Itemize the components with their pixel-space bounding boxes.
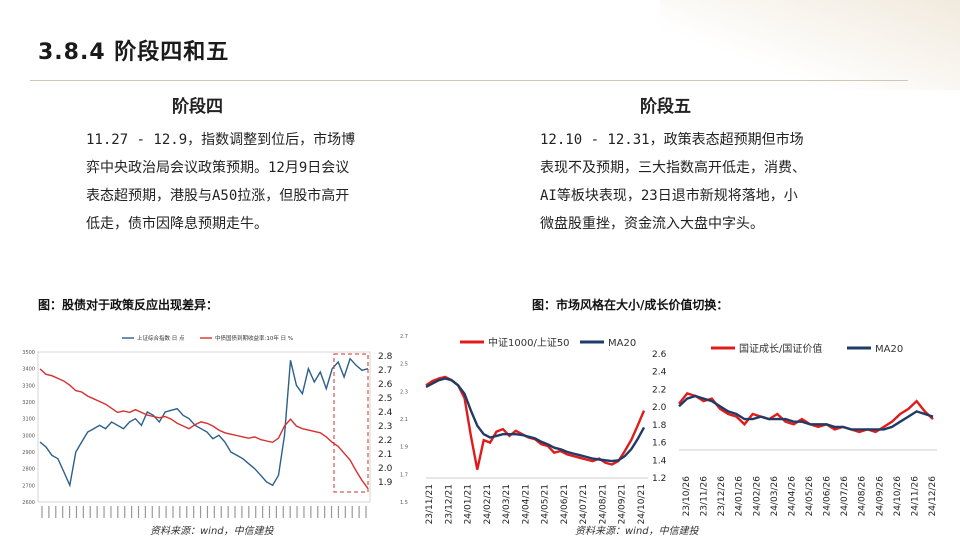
size-style-chart: 中证1000/上证50 MA20 2.6 2.4 2.2 2.0 1.8 1.6 1.4 1.2 2… [425, 336, 667, 524]
x-tick-label: 24/09/21 [618, 484, 628, 524]
legend-label: 上证综合指数 日 点 [137, 334, 185, 342]
x-tick-label: 24/02/26 [752, 476, 762, 517]
x-tick-label: 24/07/21 [579, 484, 589, 524]
x-tick-label: 24/03/21 [502, 484, 512, 524]
stage4-heading: 阶段四 [172, 97, 223, 117]
x-tick-label: 24/06/26 [823, 476, 833, 517]
series-line-ma20 [425, 377, 646, 463]
title-divider [30, 80, 908, 81]
growth-value-chart: 国证成长/国证价值MA200.80.70.60.523/10/2623/11/2… [678, 342, 938, 517]
highlight-box [333, 353, 369, 493]
y-right-tick-label: 1.9 [378, 478, 393, 488]
x-tick-label: 23/12/26 [717, 476, 727, 517]
x-tick-label: 24/03/26 [770, 476, 780, 517]
x-tick-label: 24/02/21 [483, 484, 493, 524]
series-line-ma20 [678, 394, 934, 431]
plot-frame [37, 351, 371, 503]
y-right-outer-tick-label: 2.1 [400, 417, 408, 423]
x-tick-label: 23/11/26 [700, 476, 710, 517]
x-tick-label: 24/12/26 [928, 476, 938, 517]
y-left-tick-label: 3400 [22, 367, 35, 373]
x-tick-label: 23/12/21 [444, 484, 454, 524]
y-tick-label: 2.6 [652, 350, 667, 360]
legend-label: 国证成长/国证价值 [739, 342, 822, 355]
figure1-caption: 图：股债对于政策反应出现差异： [38, 298, 219, 312]
y-right-tick-label: 2.8 [378, 352, 393, 362]
y-right-outer-tick-label: 1.7 [400, 472, 408, 478]
stock-bond-chart: 3500 3400 3300 3200 3100 3000 2900 2800 2700 2600… [22, 334, 408, 518]
y-left-tick-label: 3100 [22, 417, 35, 423]
y-right-tick-label: 2.4 [378, 408, 393, 418]
y-left-tick-label: 3200 [22, 400, 35, 406]
legend-label: 中债国债到期收益率:10年 日 % [215, 334, 293, 342]
series-line-ratio [425, 375, 646, 470]
y-left-tick-label: 2700 [22, 483, 35, 489]
x-tick-label: 24/11/26 [910, 476, 920, 517]
x-tick-label: 24/07/26 [840, 476, 850, 517]
y-right-tick-label: 2.2 [378, 436, 392, 446]
y-left-tick-label: 2800 [22, 467, 35, 473]
x-tick-label: 24/10/26 [893, 476, 903, 517]
x-tick-label: 24/08/21 [598, 484, 608, 524]
legend-label: 中证1000/上证50 [488, 336, 570, 349]
y-right-outer-tick-label: 1.5 [400, 500, 408, 506]
y-right-tick-label: 2.7 [378, 366, 392, 376]
y-tick-label: 2.0 [652, 403, 667, 413]
stage5-heading: 阶段五 [640, 97, 691, 117]
y-left-tick-label: 3300 [22, 383, 35, 389]
y-tick-label: 1.2 [652, 474, 666, 484]
y-right-outer-tick-label: 2.7 [400, 334, 408, 340]
x-tick-label: 24/10/21 [637, 484, 647, 524]
y-right-tick-label: 2.0 [378, 464, 393, 474]
y-tick-label: 1.6 [652, 439, 667, 449]
y-tick-label: 1.4 [652, 456, 667, 466]
legend-label: MA20 [608, 338, 636, 349]
y-right-tick-label: 2.3 [378, 422, 392, 432]
y-tick-label: 1.8 [652, 421, 667, 431]
x-tick-label: 23/10/26 [682, 476, 692, 517]
x-tick-label: 24/09/26 [875, 476, 885, 517]
series-line-bond-yield [39, 368, 369, 490]
series-line-stock-index [39, 357, 369, 488]
x-tick-label: 24/01/26 [735, 476, 745, 517]
figure1-source: 资料来源：wind，中信建投 [150, 526, 274, 537]
x-tick-label: 24/05/21 [541, 484, 551, 524]
stage5-text: 12.10 - 12.31，政策表态超预期但市场表现不及预期，三大指数高开低走，… [540, 132, 806, 232]
stage4-text: 11.27 - 12.9，指数调整到位后，市场博弈中央政治局会议政策预期。12月… [86, 132, 356, 232]
legend-label: MA20 [875, 344, 903, 355]
decorative-corner [660, 0, 960, 90]
x-tick-label: 23/11/21 [425, 484, 435, 524]
y-left-tick-label: 3000 [22, 433, 35, 439]
x-tick-label: 24/01/21 [464, 484, 474, 524]
y-right-tick-label: 2.6 [378, 380, 393, 390]
y-tick-label: 2.4 [652, 368, 667, 378]
x-tick-label: 24/06/21 [560, 484, 570, 524]
y-right-outer-tick-label: 1.9 [400, 445, 408, 451]
x-tick-label: 24/04/26 [787, 476, 797, 517]
y-right-outer-tick-label: 2.5 [400, 362, 408, 368]
y-right-outer-tick-label: 2.3 [400, 389, 408, 395]
figure2-caption: 图：市场风格在大小/成长价值切换： [532, 298, 729, 312]
y-right-tick-label: 2.1 [378, 450, 392, 460]
figure2-source: 资料来源：wind，中信建投 [575, 526, 699, 537]
y-left-tick-label: 2600 [22, 500, 35, 506]
series-line-ratio [678, 392, 934, 434]
y-right-tick-label: 2.5 [378, 394, 392, 404]
x-tick-label: 24/04/21 [521, 484, 531, 524]
x-tick-label: 24/05/26 [805, 476, 815, 517]
y-left-tick-label: 2900 [22, 450, 35, 456]
x-tick-label: 24/08/26 [858, 476, 868, 517]
page-title: 3.8.4 阶段四和五 [38, 40, 230, 65]
y-left-tick-label: 3500 [22, 350, 35, 356]
y-tick-label: 2.2 [652, 385, 666, 395]
